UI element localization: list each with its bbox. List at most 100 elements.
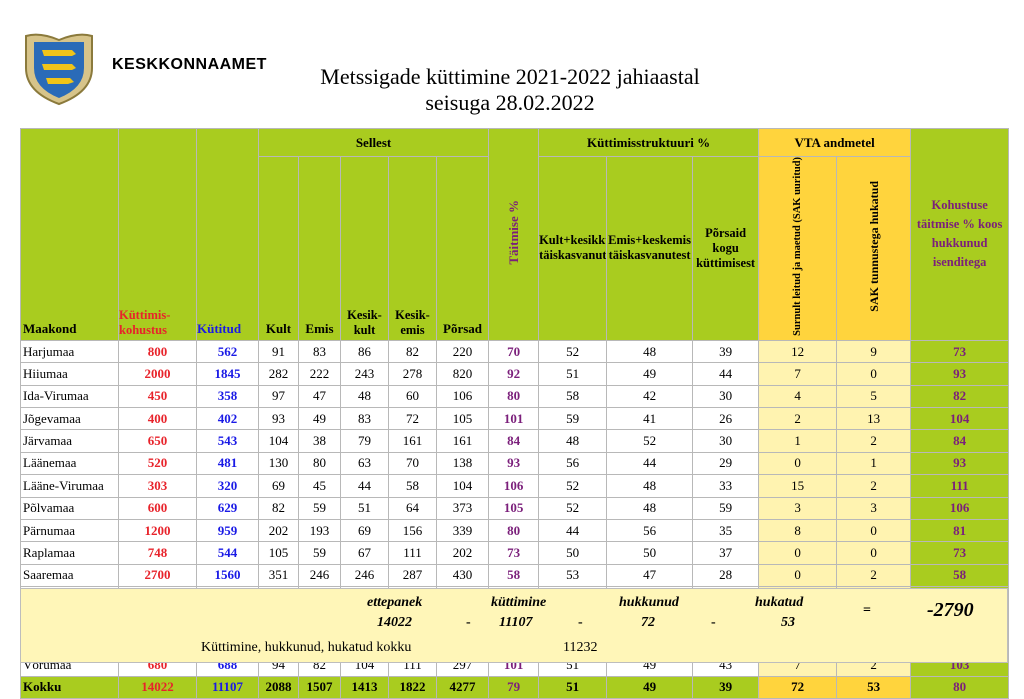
cell-kohustuse_pct: 93	[910, 451, 1010, 476]
table-row: Järvamaa 650 543 104 38 79 161 161 84 48 52 30 1 2 84	[20, 429, 1010, 453]
cell-kult: 105	[258, 541, 299, 565]
cell-surnult: 1	[758, 429, 838, 453]
cell-kytitud: 629	[196, 496, 259, 520]
cell-kohustuse_pct: 73	[910, 339, 1010, 364]
cell-emiskes: 48	[606, 474, 694, 498]
cell-kult: 97	[258, 384, 299, 409]
cell-kohustus: 400	[118, 406, 197, 431]
cell-porsad: 106	[435, 384, 490, 409]
cell-sak: 2	[836, 474, 912, 498]
cell-kesikemis: 111	[388, 541, 437, 565]
cell-kesikkult: 246	[340, 563, 389, 588]
cell-maakond: Saaremaa	[20, 563, 119, 588]
cell-emis: 59	[298, 541, 341, 565]
group-struktuur-header: Küttimisstruktuuri %	[538, 128, 760, 157]
cell-kultkesi: 59	[538, 406, 608, 431]
cell-surnult: 3	[758, 496, 838, 520]
summary-ettepanek-value: 14022	[377, 615, 412, 630]
cell-kohustus: 450	[118, 384, 197, 409]
cell-sak: 0	[836, 541, 912, 565]
cell-kult: 2088	[258, 675, 299, 699]
cell-kytitud: 1560	[196, 563, 259, 588]
col-kesikemis-header: Kesik-emis	[388, 156, 437, 341]
cell-kult: 282	[258, 362, 299, 386]
col-emis-header: Emis	[298, 156, 341, 341]
summary-ettepanek-label: ettepanek	[367, 595, 423, 610]
cell-kesikkult: 79	[340, 429, 389, 453]
cell-emis: 222	[298, 362, 341, 386]
cell-kesikemis: 58	[388, 474, 437, 498]
cell-kesikemis: 64	[388, 496, 437, 520]
cell-porsaid: 37	[692, 541, 760, 565]
cell-maakond: Kokku	[20, 675, 119, 699]
table-row: Jõgevamaa 400 402 93 49 83 72 105 101 59 41 26 2 13 10…	[20, 406, 1010, 431]
cell-sak: 0	[836, 362, 912, 386]
cell-kohustuse_pct: 106	[910, 496, 1010, 520]
cell-emiskes: 44	[606, 451, 694, 476]
cell-emis: 38	[298, 429, 341, 453]
cell-taitmine: 80	[488, 518, 540, 543]
cell-kultkesi: 52	[538, 474, 608, 498]
cell-sak: 1	[836, 451, 912, 476]
col-sak-header: SAK tunnustega hukatud	[836, 156, 912, 341]
cell-emiskes: 48	[606, 496, 694, 520]
cell-emis: 193	[298, 518, 341, 543]
cell-kesikkult: 63	[340, 451, 389, 476]
cell-emis: 80	[298, 451, 341, 476]
cell-porsaid: 39	[692, 675, 760, 699]
cell-surnult: 7	[758, 362, 838, 386]
cell-kohustus: 303	[118, 474, 197, 498]
cell-kultkesi: 52	[538, 339, 608, 364]
cell-emis: 83	[298, 339, 341, 364]
cell-kohustus: 748	[118, 541, 197, 565]
col-porsaid-header: Põrsaid kogu küttimisest	[692, 156, 760, 341]
summary-minus-2: -	[578, 615, 583, 630]
cell-kohustus: 520	[118, 451, 197, 476]
cell-surnult: 2	[758, 406, 838, 431]
cell-kohustus: 600	[118, 496, 197, 520]
cell-porsad: 430	[435, 563, 490, 588]
cell-surnult: 72	[758, 675, 838, 699]
cell-porsaid: 59	[692, 496, 760, 520]
table-row: Pärnumaa 1200 959 202 193 69 156 339 80 44 56 35 8 0 8…	[20, 518, 1010, 543]
cell-kult: 91	[258, 339, 299, 364]
cell-kesikkult: 86	[340, 339, 389, 364]
cell-maakond: Pärnumaa	[20, 518, 119, 543]
cell-kultkesi: 50	[538, 541, 608, 565]
cell-kytitud: 959	[196, 518, 259, 543]
cell-sak: 13	[836, 406, 912, 431]
summary-equals: =	[863, 603, 871, 618]
cell-maakond: Jõgevamaa	[20, 406, 119, 431]
cell-maakond: Raplamaa	[20, 541, 119, 565]
cell-taitmine: 79	[488, 675, 540, 699]
cell-emis: 1507	[298, 675, 341, 699]
cell-kohustuse_pct: 104	[910, 406, 1010, 431]
cell-kult: 104	[258, 429, 299, 453]
col-porsad-header: Põrsad	[435, 156, 490, 341]
cell-maakond: Harjumaa	[20, 339, 119, 364]
cell-emiskes: 50	[606, 541, 694, 565]
cell-porsad: 373	[435, 496, 490, 520]
col-emiskes-header: Emis+keskemis täiskasvanutest	[606, 156, 694, 341]
cell-maakond: Läänemaa	[20, 451, 119, 476]
cell-surnult: 12	[758, 339, 838, 364]
cell-taitmine: 80	[488, 384, 540, 409]
col-taitmine-header: Täitmise %	[488, 128, 540, 341]
summary-hukkunud-value: 72	[641, 615, 655, 630]
cell-kultkesi: 58	[538, 384, 608, 409]
page-title: Metssigade küttimine 2021-2022 jahiaasta…	[320, 64, 700, 89]
cell-kytitud: 320	[196, 474, 259, 498]
cell-kytitud: 543	[196, 429, 259, 453]
cell-porsaid: 29	[692, 451, 760, 476]
cell-surnult: 0	[758, 451, 838, 476]
cell-kultkesi: 51	[538, 362, 608, 386]
cell-kohustuse_pct: 82	[910, 384, 1010, 409]
cell-taitmine: 105	[488, 496, 540, 520]
cell-maakond: Järvamaa	[20, 429, 119, 453]
summary-hukkunud-label: hukkunud	[619, 595, 679, 610]
cell-porsad: 339	[435, 518, 490, 543]
cell-kult: 130	[258, 451, 299, 476]
group-sellest-header: Sellest	[257, 128, 490, 157]
cell-taitmine: 70	[488, 339, 540, 364]
cell-kesikemis: 156	[388, 518, 437, 543]
